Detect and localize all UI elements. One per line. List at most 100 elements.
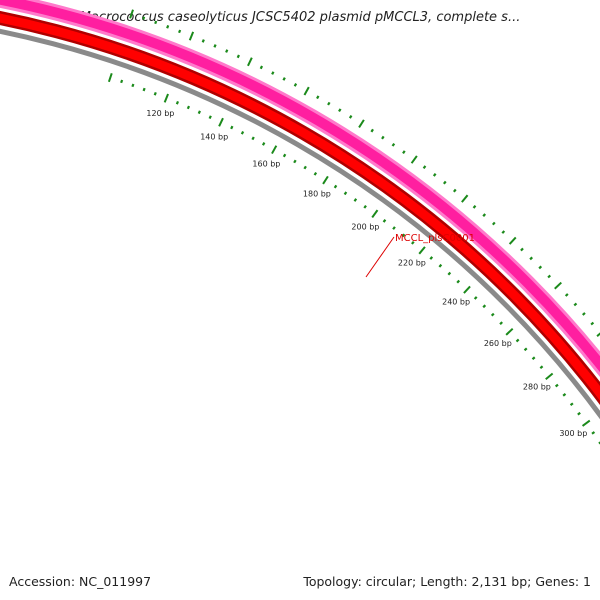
tick-label: 140 bp: [200, 133, 228, 142]
minor-tick: [316, 95, 320, 100]
gene-track[interactable]: [0, 0, 600, 493]
major-tick: [303, 86, 310, 96]
minor-tick: [432, 172, 437, 177]
minor-tick: [577, 411, 581, 416]
minor-tick: [236, 54, 240, 59]
minor-tick: [392, 226, 396, 230]
minor-tick: [261, 142, 266, 146]
minor-tick: [230, 125, 234, 130]
cds-track[interactable]: [0, 0, 600, 502]
minor-tick: [564, 293, 569, 297]
minor-tick: [343, 191, 348, 196]
minor-tick: [166, 25, 170, 29]
minor-tick: [547, 274, 552, 279]
major-tick: [463, 285, 471, 294]
minor-tick: [591, 431, 596, 435]
minor-tick: [501, 230, 506, 234]
tick-label: 200 bp: [351, 223, 379, 232]
minor-tick: [539, 365, 544, 370]
major-tick: [163, 93, 169, 103]
minor-tick: [282, 153, 287, 158]
minor-tick: [363, 204, 367, 209]
minor-tick: [482, 213, 487, 217]
minor-tick: [582, 312, 586, 316]
minor-tick: [293, 83, 298, 87]
major-tick: [596, 332, 600, 337]
major-tick: [410, 155, 418, 164]
gene-label[interactable]: MCCL_plsC0001: [395, 233, 475, 244]
minor-tick: [382, 219, 387, 223]
minor-tick: [251, 136, 255, 141]
minor-tick: [154, 20, 158, 25]
minor-tick: [225, 49, 229, 53]
minor-tick: [142, 87, 146, 92]
backbone-ring: [0, 28, 600, 420]
minor-tick: [531, 356, 536, 361]
major-tick: [371, 209, 379, 219]
tick-label: 160 bp: [252, 160, 280, 169]
tick-label: 180 bp: [303, 190, 331, 199]
minor-tick: [186, 105, 191, 110]
minor-tick: [333, 184, 338, 189]
minor-tick: [538, 265, 543, 270]
minor-tick: [213, 44, 217, 48]
minor-tick: [490, 312, 495, 317]
tick-layer: 120 bp 140 bp 160 bp 180 bp 200 bp 220 bp 240 …: [107, 9, 600, 445]
minor-tick: [348, 115, 353, 119]
minor-tick: [456, 279, 461, 284]
minor-tick: [303, 165, 307, 170]
major-tick: [545, 372, 554, 381]
minor-tick: [491, 221, 496, 226]
minor-tick: [573, 302, 578, 307]
major-tick: [107, 72, 113, 83]
minor-tick: [422, 165, 427, 170]
major-tick: [418, 246, 426, 255]
minor-tick: [240, 130, 245, 135]
minor-tick: [472, 204, 477, 209]
cds-track-edge: [0, 11, 600, 406]
minor-tick: [515, 338, 520, 343]
minor-tick: [338, 108, 342, 113]
tick-label: 120 bp: [146, 109, 174, 118]
minor-tick: [562, 393, 567, 397]
major-tick: [247, 57, 253, 67]
minor-tick: [271, 71, 275, 75]
minor-tick: [453, 188, 457, 193]
tick-label: 220 bp: [398, 259, 426, 268]
minor-tick: [473, 296, 478, 300]
minor-tick: [443, 180, 447, 185]
minor-tick: [327, 101, 331, 106]
minor-tick: [554, 383, 559, 388]
minor-tick: [120, 79, 124, 84]
minor-tick: [590, 321, 595, 326]
gene-label-leader: [365, 236, 395, 278]
major-tick: [188, 31, 195, 41]
minor-tick: [282, 77, 286, 81]
minor-tick: [175, 100, 180, 105]
minor-tick: [178, 29, 182, 34]
minor-tick: [447, 271, 452, 276]
major-tick: [271, 145, 278, 155]
minor-tick: [482, 304, 487, 309]
major-tick: [508, 236, 517, 245]
major-tick: [505, 327, 514, 336]
major-tick: [554, 281, 562, 290]
minor-tick: [529, 256, 533, 261]
minor-tick: [520, 247, 524, 252]
minor-tick: [142, 16, 146, 20]
minor-tick: [313, 171, 318, 176]
major-tick: [581, 419, 591, 427]
map-title: Macrococcus caseolyticus JCSC5402 plasmi…: [79, 10, 521, 25]
major-tick: [129, 9, 134, 19]
major-tick: [322, 175, 329, 185]
minor-tick: [131, 83, 135, 88]
tick-label: 280 bp: [523, 383, 551, 392]
minor-tick: [391, 142, 396, 147]
minor-tick: [208, 115, 212, 120]
major-tick: [461, 194, 469, 203]
minor-tick: [401, 233, 406, 238]
major-tick: [358, 119, 365, 128]
minor-tick: [293, 159, 297, 164]
minor-tick: [402, 150, 406, 154]
